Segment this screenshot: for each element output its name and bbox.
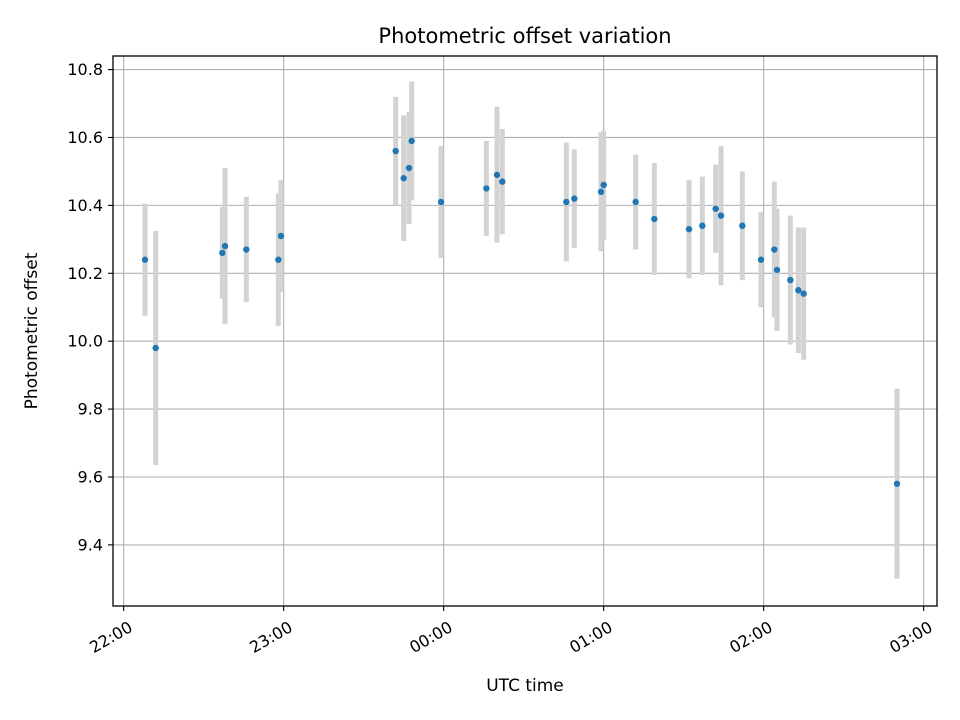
data-point [277,232,285,240]
x-tick-label: 00:00 [406,617,455,657]
data-point [632,198,639,206]
data-point [893,480,901,487]
plot-frame [112,55,938,607]
data-point [483,185,490,192]
data-point [141,256,149,263]
y-tick-label: 9.8 [78,400,103,419]
data-point [392,147,399,155]
data-point [499,178,506,185]
data-point [571,195,578,202]
data-point [712,205,719,212]
y-tick-label: 10.6 [67,128,103,147]
data-point [219,249,226,257]
data-point [408,137,415,145]
y-tick-label: 9.6 [78,467,103,486]
x-tick-label: 03:00 [886,617,935,657]
y-tick-label: 10.0 [67,332,103,351]
error-bars [142,81,900,579]
grid-lines [113,56,937,606]
data-point [699,222,706,229]
y-tick-label: 10.8 [67,60,103,79]
data-point [152,344,159,352]
data-point [685,225,693,233]
data-point [221,242,229,250]
chart-title: Photometric offset variation [378,24,671,48]
data-point [600,181,607,189]
data-point [597,188,605,196]
data-point [717,212,725,219]
data-point [405,164,413,172]
x-tick-label: 02:00 [726,617,775,657]
data-point [275,256,282,263]
x-axis-title: UTC time [486,676,564,696]
x-tick-label: 01:00 [566,617,615,657]
data-point [757,256,765,263]
data-point [651,215,658,223]
x-tick-label: 22:00 [86,617,135,657]
data-points [141,137,901,487]
data-point [800,290,807,297]
data-point [563,198,570,206]
y-tick-label: 10.4 [67,196,103,215]
data-point [739,222,746,229]
data-point [400,175,407,182]
data-point [795,287,802,294]
data-point [787,276,794,284]
data-point [773,266,781,274]
x-tick-label: 23:00 [246,617,295,657]
data-point [493,171,501,179]
y-tick-label: 10.2 [67,264,103,283]
data-point [437,198,445,206]
y-tick-label: 9.4 [78,535,103,554]
data-point [243,246,250,253]
data-point [771,246,778,253]
y-axis-title: Photometric offset [22,252,42,409]
